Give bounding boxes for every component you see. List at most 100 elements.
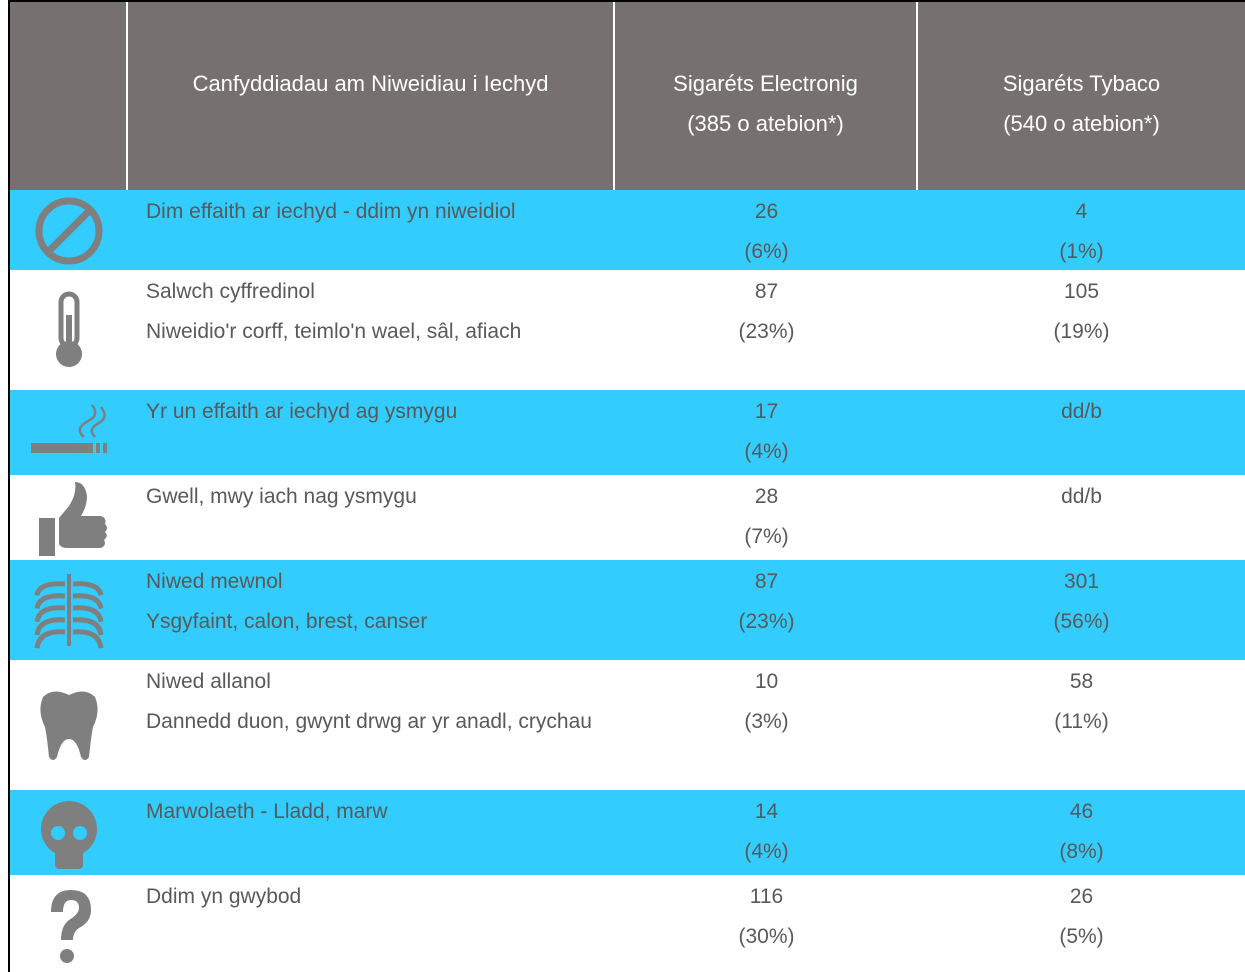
percent: (1%) [1059,240,1104,263]
tobacco-cell: 26 (5%) [918,875,1245,972]
icon [35,197,103,265]
header-text: (385 o atebion*) [687,111,844,136]
percent: (7%) [744,525,789,548]
label: Gwell, mwy iach nag ysmygu [146,485,417,508]
label-cell: Ddim yn gwybod [128,875,615,972]
table-row: Niwed mewnol Ysgyfaint, calon, brest, can… [10,560,1245,660]
icon-cell [10,790,128,875]
count: 116 [749,885,784,908]
label-cell: Gwell, mwy iach nag ysmygu [128,475,615,560]
count: 14 [754,800,779,823]
ecig-cell: 28 (7%) [615,475,918,560]
percent: (5%) [1059,925,1104,948]
header-row: Canfyddiadau am Niweidiau i Iechyd Sigar… [10,2,1245,190]
icon-cell [10,475,128,560]
percent: (23%) [738,320,795,343]
tobacco-cell: 301 (56%) [918,560,1245,660]
count: 105 [1063,280,1100,303]
icon [34,574,104,649]
count: 87 [754,570,779,593]
table-row: Salwch cyffredinol Niweidio'r corff, teim… [10,270,1245,390]
icon-cell [10,560,128,660]
count: 17 [754,400,779,423]
ecig-cell: 10 (3%) [615,660,918,790]
header-text: Sigaréts Tybaco [1002,71,1161,96]
percent: (19%) [1053,320,1110,343]
label-cell: Yr un effaith ar iechyd ag ysmygu [128,390,615,475]
label-cell: Niwed mewnol Ysgyfaint, calon, brest, can… [128,560,615,660]
label: Ddim yn gwybod [146,885,302,908]
label-cell: Marwolaeth - Lladd, marw [128,790,615,875]
ecig-cell: 17 (4%) [615,390,918,475]
table-row: Marwolaeth - Lladd, marw 14 (4%) 46 (8%) [10,790,1245,875]
count: 87 [754,280,779,303]
header-text: Canfyddiadau am Niweidiau i Iechyd [192,71,549,96]
icon-cell [10,270,128,390]
table-row: Yr un effaith ar iechyd ag ysmygu 17 (4%) d… [10,390,1245,475]
icon [56,291,82,367]
tobacco-cell: dd/b [918,390,1245,475]
table-row: Gwell, mwy iach nag ysmygu 28 (7%) dd/b [10,475,1245,560]
label-cell: Niwed allanol Dannedd duon, gwynt drwg ar… [128,660,615,790]
header-cell: Sigaréts Electronig (385 o atebion*) [615,2,918,190]
label: Niwed mewnol [146,570,283,593]
icon [39,481,107,556]
ecig-cell: 14 (4%) [615,790,918,875]
table-row: Ddim yn gwybod 116 (30%) 26 (5%) [10,875,1245,972]
header-text: (540 o atebion*) [1003,111,1160,136]
percent: (6%) [744,240,789,263]
label: Salwch cyffredinol [146,280,315,303]
tobacco-cell: 58 (11%) [918,660,1245,790]
count: dd/b [1061,485,1102,508]
tobacco-cell: 46 (8%) [918,790,1245,875]
percent: (4%) [744,840,789,863]
tobacco-cell: dd/b [918,475,1245,560]
count: 10 [754,670,779,693]
percent: (8%) [1059,840,1104,863]
label: Yr un effaith ar iechyd ag ysmygu [146,400,458,423]
header-text: Sigaréts Electronig [673,71,858,96]
label: Dim effaith ar iechyd - ddim yn niweidio… [146,200,516,223]
icon [41,800,97,869]
header-cell: Canfyddiadau am Niweidiau i Iechyd [128,2,615,190]
percent: (30%) [738,925,795,948]
label: Marwolaeth - Lladd, marw [146,800,388,823]
count: 58 [1069,670,1094,693]
detail: Dannedd duon, gwynt drwg ar yr anadl, cr… [146,710,592,733]
icon [51,889,91,963]
count: 28 [754,485,779,508]
count: 4 [1075,200,1088,223]
percent: (11%) [1054,710,1109,733]
table-row: Niwed allanol Dannedd duon, gwynt drwg ar… [10,660,1245,790]
percent: (56%) [1053,610,1110,633]
detail: Ysgyfaint, calon, brest, canser [146,610,428,633]
ecig-cell: 116 (30%) [615,875,918,972]
ecig-cell: 26 (6%) [615,190,918,272]
percent: (3%) [744,710,789,733]
table: Canfyddiadau am Niweidiau i Iechyd Sigar… [8,0,1245,972]
icon-cell [10,660,128,790]
count: 301 [1063,570,1100,593]
tobacco-cell: 105 (19%) [918,270,1245,390]
ecig-cell: 87 (23%) [615,560,918,660]
header-cell: Sigaréts Tybaco (540 o atebion*) [918,2,1245,190]
icon-cell [10,875,128,972]
count: 46 [1069,800,1094,823]
icon [31,403,107,453]
percent: (23%) [738,610,795,633]
count: 26 [1069,885,1094,908]
label: Niwed allanol [146,670,271,693]
header-cell [10,2,128,190]
label-cell: Salwch cyffredinol Niweidio'r corff, teim… [128,270,615,390]
percent: (4%) [744,440,789,463]
count: dd/b [1061,400,1102,423]
detail: Niweidio'r corff, teimlo'n wael, sâl, af… [146,320,522,343]
count: 26 [754,200,779,223]
label-cell: Dim effaith ar iechyd - ddim yn niweidio… [128,190,615,272]
table-row: Dim effaith ar iechyd - ddim yn niweidio… [10,190,1245,270]
ecig-cell: 87 (23%) [615,270,918,390]
icon-cell [10,190,128,272]
icon-cell [10,390,128,475]
tobacco-cell: 4 (1%) [918,190,1245,272]
icon [40,691,98,760]
